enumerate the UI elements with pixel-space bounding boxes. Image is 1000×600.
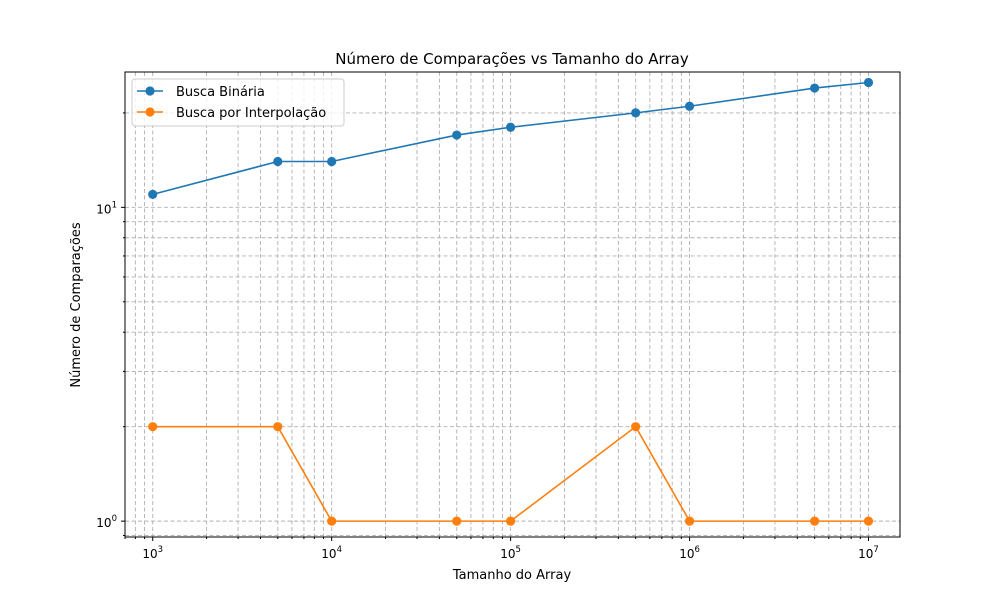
series-0-point — [631, 108, 641, 118]
series-1-point — [327, 516, 337, 526]
series-1-point — [684, 516, 695, 526]
series-1-point — [506, 516, 516, 526]
legend-items: Busca Binária Busca por Interpolação — [137, 85, 326, 121]
x-tick-label: 106 — [679, 545, 700, 561]
series-1-point — [273, 422, 283, 432]
series-0-point — [863, 77, 874, 88]
series-0-point — [273, 156, 283, 167]
legend: Busca Binária Busca por Interpolação — [131, 78, 345, 127]
x-tick-label: 104 — [321, 545, 342, 561]
series-0-point — [810, 83, 820, 93]
y-tick-label: 101 — [96, 200, 117, 216]
series-1-point — [810, 516, 820, 526]
legend-box — [131, 78, 345, 127]
series-0-point — [452, 130, 462, 140]
x-axis-label: Tamanho do Array — [452, 568, 572, 583]
y-axis-label: Número de Comparações — [69, 222, 84, 387]
y-tick-label: 100 — [96, 514, 117, 530]
x-tick-label: 103 — [142, 545, 163, 561]
legend-marker-0 — [145, 86, 155, 96]
series-0-point — [684, 101, 695, 111]
axis-ticks: 103 104 105 106 107 100 101 — [96, 112, 879, 561]
x-tick-label: 105 — [500, 545, 521, 561]
plot-frame — [124, 71, 901, 538]
series-layer — [148, 77, 874, 526]
series-0-point — [327, 156, 337, 167]
legend-label-1: Busca por Interpolação — [176, 106, 326, 121]
legend-label-0: Busca Binária — [176, 85, 265, 100]
series-1-point — [148, 422, 158, 432]
series-0-point — [148, 189, 158, 199]
x-tick-label: 107 — [858, 545, 879, 561]
series-0-point — [506, 122, 516, 132]
series-1-point — [452, 516, 462, 526]
legend-marker-1 — [145, 107, 155, 117]
series-1-point — [631, 422, 641, 432]
chart-title: Número de Comparações vs Tamanho do Arra… — [335, 50, 689, 68]
series-1-point — [863, 516, 874, 526]
